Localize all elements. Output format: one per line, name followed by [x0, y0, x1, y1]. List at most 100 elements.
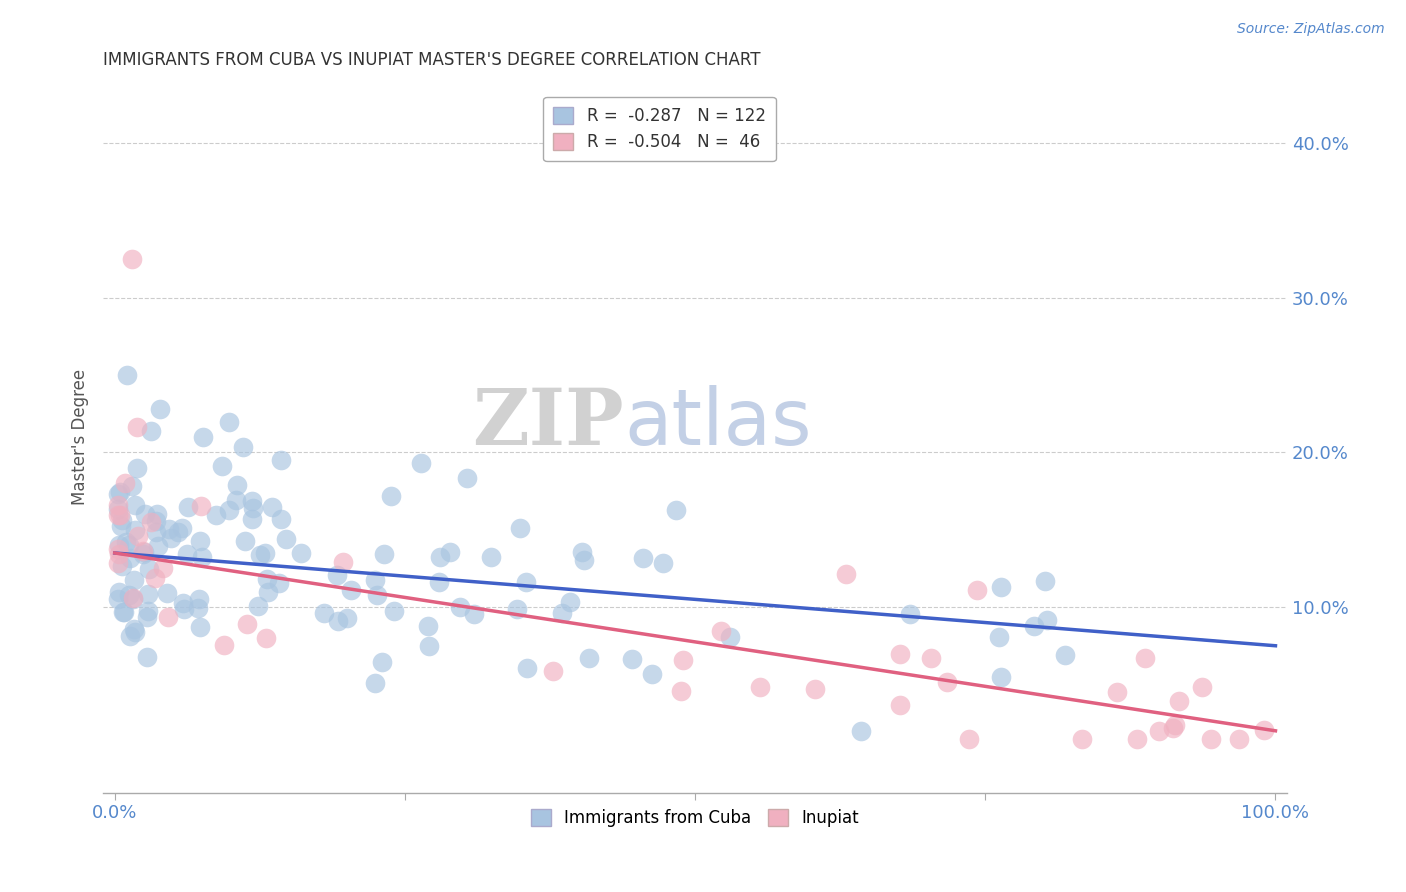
- Point: [709, 624, 731, 638]
- Point: [120, 551, 142, 566]
- Point: [108, 584, 131, 599]
- Point: [411, 456, 433, 470]
- Point: [276, 532, 298, 546]
- Point: [135, 649, 157, 664]
- Point: [1191, 681, 1213, 695]
- Point: [364, 676, 387, 690]
- Point: [373, 547, 395, 561]
- Point: [218, 503, 240, 517]
- Point: [1107, 685, 1129, 699]
- Point: [326, 567, 349, 582]
- Point: [108, 508, 131, 522]
- Point: [121, 252, 143, 267]
- Point: [427, 575, 450, 590]
- Point: [118, 538, 141, 552]
- Point: [107, 556, 129, 570]
- Point: [1161, 721, 1184, 735]
- Point: [152, 561, 174, 575]
- Point: [256, 573, 278, 587]
- Point: [157, 609, 180, 624]
- Point: [124, 498, 146, 512]
- Point: [804, 682, 827, 697]
- Point: [143, 571, 166, 585]
- Point: [225, 492, 247, 507]
- Point: [167, 525, 190, 540]
- Point: [672, 653, 695, 667]
- Point: [190, 549, 212, 564]
- Point: [515, 575, 537, 590]
- Point: [145, 514, 167, 528]
- Point: [1147, 723, 1170, 738]
- Point: [936, 674, 959, 689]
- Point: [260, 500, 283, 514]
- Text: atlas: atlas: [624, 384, 811, 461]
- Point: [920, 651, 942, 665]
- Point: [188, 620, 211, 634]
- Point: [107, 592, 129, 607]
- Point: [456, 471, 478, 485]
- Point: [463, 607, 485, 621]
- Point: [898, 607, 921, 621]
- Point: [332, 555, 354, 569]
- Point: [1070, 731, 1092, 746]
- Point: [1033, 574, 1056, 589]
- Point: [620, 652, 643, 666]
- Point: [1253, 723, 1275, 738]
- Point: [1053, 648, 1076, 662]
- Point: [190, 499, 212, 513]
- Point: [226, 477, 249, 491]
- Point: [665, 502, 688, 516]
- Point: [141, 424, 163, 438]
- Point: [148, 539, 170, 553]
- Point: [107, 541, 129, 556]
- Point: [121, 591, 143, 605]
- Point: [141, 515, 163, 529]
- Point: [124, 523, 146, 537]
- Point: [335, 611, 357, 625]
- Point: [516, 661, 538, 675]
- Point: [138, 587, 160, 601]
- Point: [187, 600, 209, 615]
- Point: [108, 538, 131, 552]
- Point: [120, 629, 142, 643]
- Point: [107, 487, 129, 501]
- Point: [125, 461, 148, 475]
- Point: [990, 580, 1012, 594]
- Point: [131, 548, 153, 562]
- Point: [439, 545, 461, 559]
- Point: [449, 599, 471, 614]
- Point: [111, 513, 134, 527]
- Point: [270, 512, 292, 526]
- Point: [156, 586, 179, 600]
- Point: [1024, 619, 1046, 633]
- Point: [416, 619, 439, 633]
- Point: [124, 625, 146, 640]
- Y-axis label: Master's Degree: Master's Degree: [72, 369, 89, 505]
- Point: [270, 453, 292, 467]
- Point: [176, 547, 198, 561]
- Point: [122, 622, 145, 636]
- Point: [127, 420, 149, 434]
- Point: [509, 521, 531, 535]
- Point: [572, 552, 595, 566]
- Point: [1163, 718, 1185, 732]
- Point: [242, 501, 264, 516]
- Point: [1227, 731, 1250, 746]
- Point: [235, 534, 257, 549]
- Text: Source: ZipAtlas.com: Source: ZipAtlas.com: [1237, 22, 1385, 37]
- Point: [558, 595, 581, 609]
- Point: [122, 591, 145, 606]
- Point: [157, 523, 180, 537]
- Point: [134, 544, 156, 558]
- Point: [382, 604, 405, 618]
- Point: [990, 670, 1012, 684]
- Point: [889, 647, 911, 661]
- Point: [326, 614, 349, 628]
- Point: [212, 638, 235, 652]
- Point: [240, 494, 263, 508]
- Point: [240, 512, 263, 526]
- Point: [641, 666, 664, 681]
- Point: [107, 508, 129, 522]
- Point: [122, 573, 145, 587]
- Point: [749, 680, 772, 694]
